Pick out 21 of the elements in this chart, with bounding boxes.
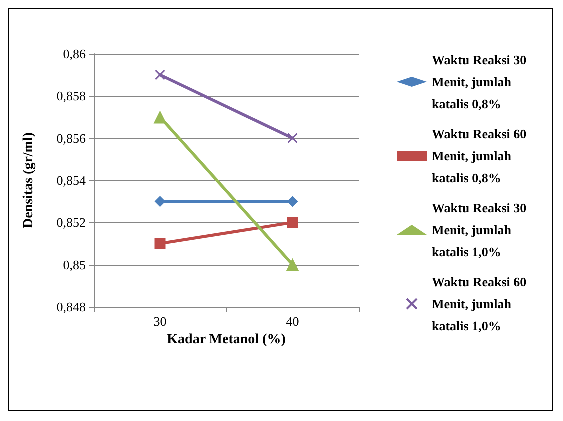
y-tick-label: 0,854 xyxy=(56,173,86,188)
y-tick-label: 0,85 xyxy=(63,257,86,272)
point xyxy=(288,133,298,144)
x-tick-label: 30 xyxy=(154,314,167,329)
legend-label: Waktu Reaksi 30 Menit, jumlah katalis 0,8% xyxy=(432,52,530,112)
legend-label: Waktu Reaksi 30 Menit, jumlah katalis 1,0% xyxy=(432,200,530,260)
y-tick-label: 0,856 xyxy=(56,130,86,146)
legend-label: Waktu Reaksi 60 Menit, jumlah katalis 1,0% xyxy=(432,274,530,334)
y-axis-title: Densitas (gr/ml) xyxy=(22,132,36,229)
x-axis-title: Kadar Metanol (%) xyxy=(167,332,286,348)
y-tick-label: 0,858 xyxy=(56,88,86,104)
y-tick-label: 0,848 xyxy=(56,300,86,314)
y-tick-label: 0,852 xyxy=(56,215,86,230)
legend-label: Waktu Reaksi 60 Menit, jumlah katalis 0,8% xyxy=(432,126,530,186)
point xyxy=(155,70,166,80)
x-tick-label: 40 xyxy=(286,314,300,329)
point xyxy=(154,196,166,208)
point xyxy=(287,217,298,228)
point xyxy=(287,196,298,208)
y-tick-label: 0,86 xyxy=(63,46,86,62)
point xyxy=(154,238,166,250)
